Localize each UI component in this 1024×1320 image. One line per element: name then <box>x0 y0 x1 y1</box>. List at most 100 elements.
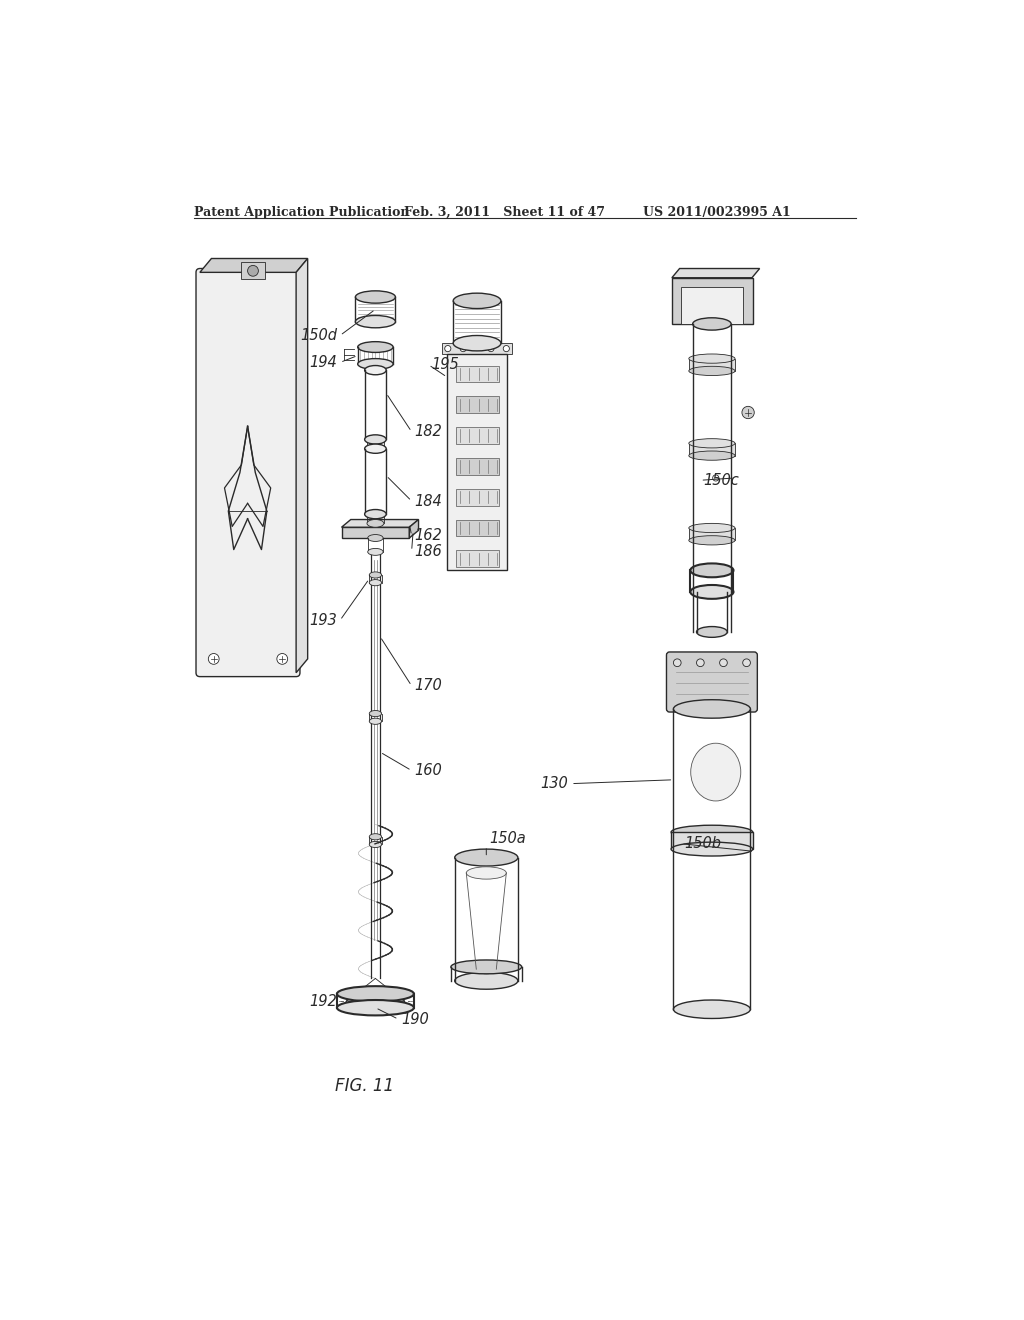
Polygon shape <box>672 268 760 277</box>
Circle shape <box>674 659 681 667</box>
FancyBboxPatch shape <box>196 268 300 677</box>
Ellipse shape <box>365 510 386 519</box>
Circle shape <box>487 346 494 351</box>
Ellipse shape <box>370 718 382 725</box>
Bar <box>689 359 735 371</box>
Ellipse shape <box>337 1001 414 1015</box>
Ellipse shape <box>370 710 382 717</box>
Text: 162: 162 <box>415 528 442 544</box>
Ellipse shape <box>689 451 735 461</box>
Ellipse shape <box>696 627 727 638</box>
Ellipse shape <box>690 585 733 599</box>
Ellipse shape <box>365 366 386 375</box>
Ellipse shape <box>454 293 501 309</box>
Text: 150b: 150b <box>684 836 721 851</box>
Bar <box>342 527 410 539</box>
Polygon shape <box>296 259 307 673</box>
Ellipse shape <box>370 841 382 847</box>
Ellipse shape <box>690 564 733 577</box>
Circle shape <box>208 653 219 664</box>
Bar <box>457 550 499 568</box>
Circle shape <box>696 659 705 667</box>
Ellipse shape <box>674 1001 751 1019</box>
Text: 184: 184 <box>415 494 442 508</box>
Text: 194: 194 <box>309 355 337 370</box>
Bar <box>457 520 499 536</box>
Ellipse shape <box>689 536 735 545</box>
Ellipse shape <box>455 849 518 866</box>
Bar <box>442 343 512 354</box>
Bar <box>689 528 735 540</box>
Text: 130: 130 <box>541 776 568 791</box>
Circle shape <box>248 265 258 276</box>
Text: 190: 190 <box>401 1011 429 1027</box>
Ellipse shape <box>689 354 735 363</box>
Ellipse shape <box>357 342 393 352</box>
Circle shape <box>720 659 727 667</box>
Ellipse shape <box>337 986 414 1002</box>
Polygon shape <box>342 520 419 527</box>
Text: 160: 160 <box>415 763 442 777</box>
Ellipse shape <box>691 743 740 801</box>
Ellipse shape <box>692 318 731 330</box>
Text: Feb. 3, 2011   Sheet 11 of 47: Feb. 3, 2011 Sheet 11 of 47 <box>403 206 605 219</box>
Text: 150a: 150a <box>489 832 526 846</box>
Text: 192: 192 <box>309 994 337 1008</box>
Ellipse shape <box>689 367 735 376</box>
Text: 182: 182 <box>415 424 442 440</box>
Ellipse shape <box>466 867 506 879</box>
Bar <box>457 488 499 506</box>
Bar <box>672 277 753 323</box>
Text: 195: 195 <box>432 358 460 372</box>
Ellipse shape <box>689 438 735 447</box>
Circle shape <box>742 407 755 418</box>
Text: FIG. 11: FIG. 11 <box>335 1077 394 1096</box>
Text: Patent Application Publication: Patent Application Publication <box>194 206 410 219</box>
Circle shape <box>276 653 288 664</box>
Bar <box>457 396 499 413</box>
Ellipse shape <box>370 579 382 586</box>
Text: US 2011/0023995 A1: US 2011/0023995 A1 <box>643 206 791 219</box>
Ellipse shape <box>355 315 395 327</box>
Ellipse shape <box>455 973 518 989</box>
Bar <box>681 286 743 323</box>
Ellipse shape <box>451 960 521 974</box>
Bar <box>457 458 499 475</box>
Bar <box>689 444 735 455</box>
Ellipse shape <box>368 535 383 541</box>
Text: 170: 170 <box>415 678 442 693</box>
Circle shape <box>503 346 509 351</box>
Circle shape <box>742 659 751 667</box>
Text: 150d: 150d <box>300 327 337 343</box>
Text: 150c: 150c <box>703 473 739 488</box>
Ellipse shape <box>671 825 753 840</box>
Ellipse shape <box>671 842 753 857</box>
Ellipse shape <box>370 834 382 840</box>
Ellipse shape <box>454 335 501 351</box>
Ellipse shape <box>370 572 382 578</box>
Polygon shape <box>410 520 419 539</box>
Ellipse shape <box>365 444 386 453</box>
Ellipse shape <box>368 548 383 556</box>
Ellipse shape <box>346 995 404 1007</box>
Ellipse shape <box>365 434 386 444</box>
Ellipse shape <box>689 523 735 532</box>
Bar <box>447 354 507 570</box>
Bar <box>457 428 499 444</box>
Bar <box>671 832 753 849</box>
Ellipse shape <box>367 520 384 527</box>
Bar <box>242 263 264 280</box>
Polygon shape <box>200 259 307 272</box>
Circle shape <box>444 346 451 351</box>
Ellipse shape <box>476 965 497 974</box>
Ellipse shape <box>367 445 384 453</box>
Ellipse shape <box>355 290 395 304</box>
Ellipse shape <box>357 359 393 370</box>
Circle shape <box>713 475 719 480</box>
Bar <box>457 366 499 383</box>
Ellipse shape <box>674 700 751 718</box>
FancyBboxPatch shape <box>667 652 758 711</box>
Text: 193: 193 <box>309 612 337 628</box>
Circle shape <box>460 346 466 351</box>
Text: 186: 186 <box>415 544 442 558</box>
